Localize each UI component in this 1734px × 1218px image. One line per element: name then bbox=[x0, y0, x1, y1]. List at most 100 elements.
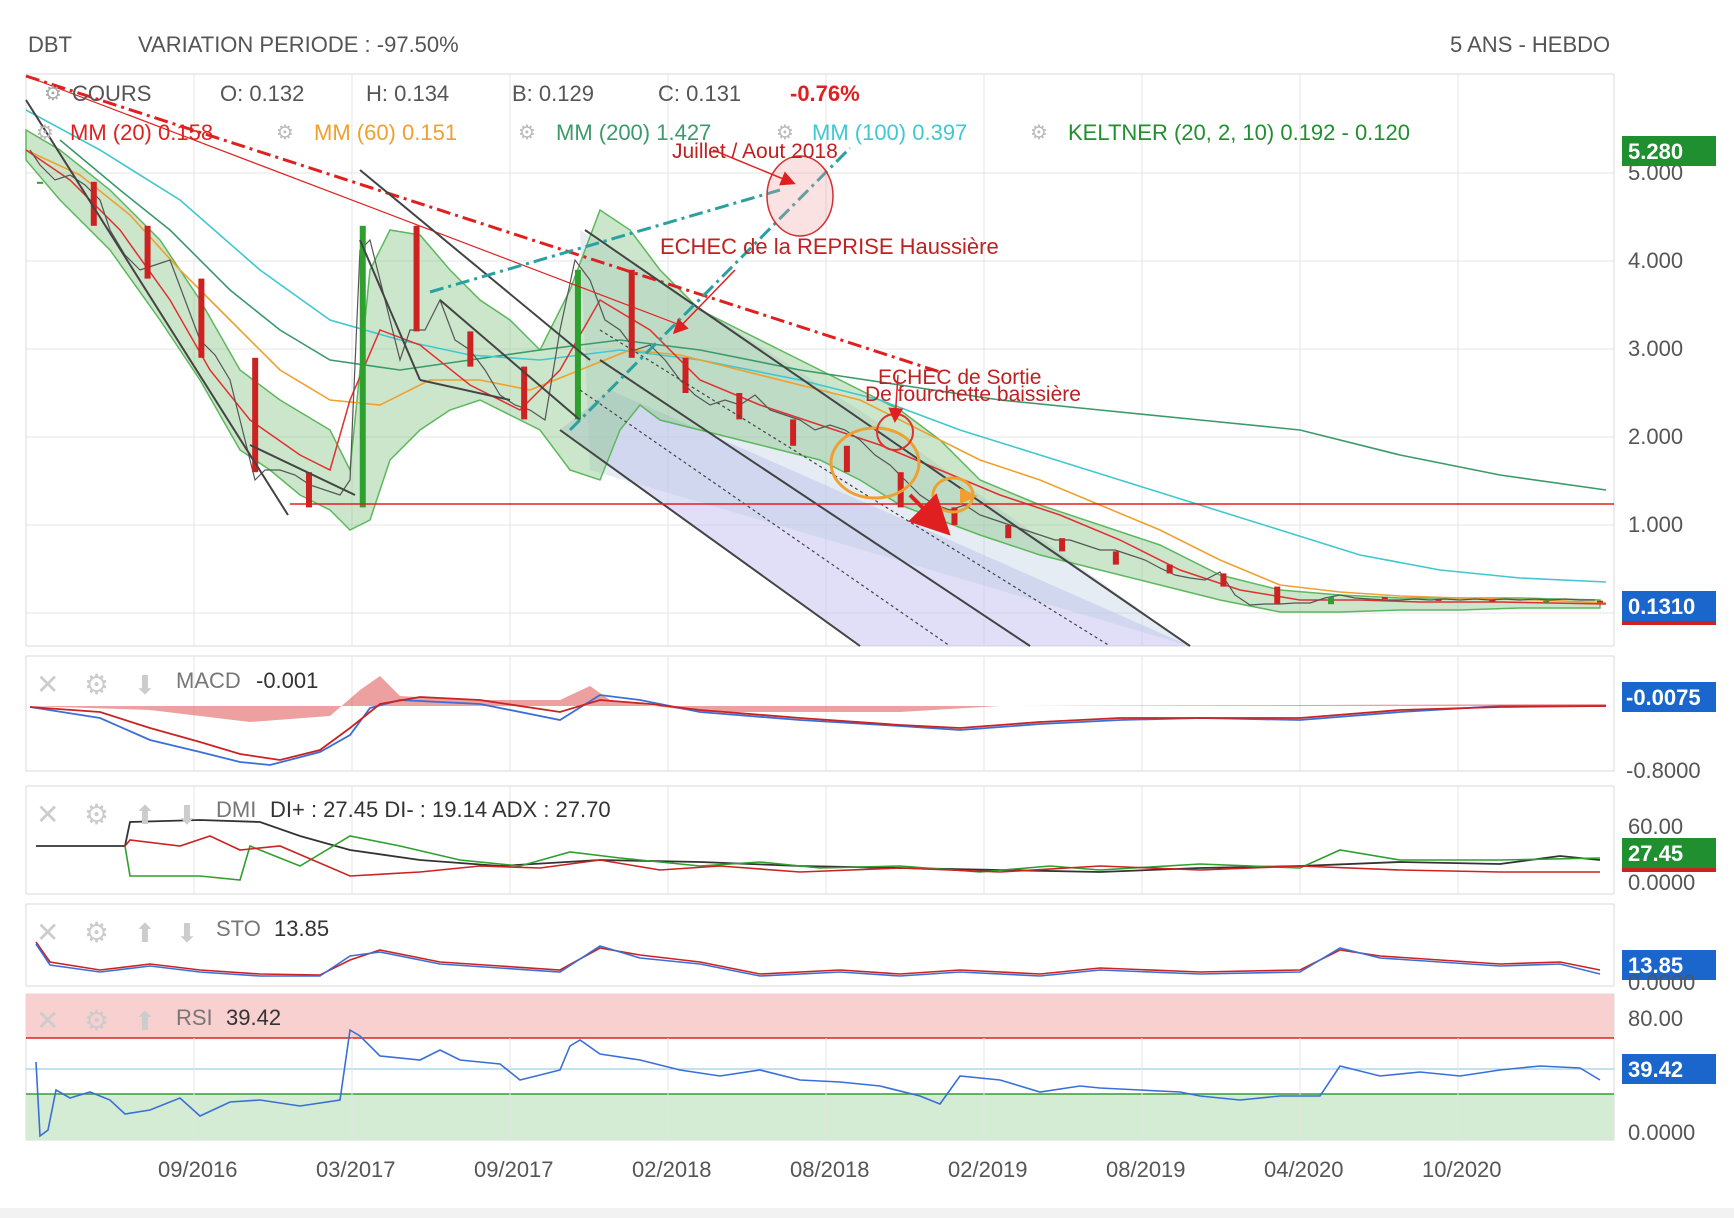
target-ellipse bbox=[766, 155, 834, 237]
macd-signal-line bbox=[29, 696, 1607, 761]
last-price-badge bbox=[1622, 591, 1716, 621]
high-badge-text: 5.280 bbox=[1628, 139, 1683, 164]
chart-header: DBT VARIATION PERIODE : -97.50% 5 ANS - … bbox=[0, 0, 1734, 72]
dmi-axis-high: 60.00 bbox=[1628, 814, 1683, 839]
candle bbox=[1597, 600, 1603, 603]
projection-line-1 bbox=[429, 188, 781, 294]
x-axis: 09/2016 03/2017 09/2017 02/2018 08/2018 … bbox=[158, 1157, 1502, 1182]
x-tick: 02/2019 bbox=[948, 1157, 1028, 1182]
arrow-up-icon[interactable]: ⬆ bbox=[134, 918, 156, 948]
legend-mm200: MM (200) 1.427 bbox=[556, 120, 711, 145]
rsi-line bbox=[35, 1028, 1601, 1138]
gear-icon[interactable]: ⚙ bbox=[84, 669, 109, 700]
annotation-arrow-3 bbox=[888, 374, 904, 423]
trendline-2017-d bbox=[439, 299, 581, 421]
candle bbox=[413, 225, 420, 332]
arrow-down-icon[interactable]: ⬇ bbox=[134, 670, 156, 700]
candle bbox=[37, 181, 43, 184]
mm60-gear-icon[interactable]: ⚙ bbox=[276, 122, 294, 144]
x-tick: 08/2019 bbox=[1106, 1157, 1186, 1182]
close-icon[interactable]: ✕ bbox=[36, 1005, 59, 1036]
candle bbox=[90, 181, 97, 226]
channel-top-line bbox=[584, 229, 1191, 647]
annotation-echec-sortie: ECHEC de Sortie bbox=[878, 366, 1041, 389]
dmi-badge bbox=[1622, 838, 1716, 868]
main-downtrend-line bbox=[25, 74, 941, 374]
gear-icon[interactable]: ⚙ bbox=[44, 83, 62, 105]
breakdown-arrow bbox=[908, 493, 951, 536]
bottom-bar bbox=[0, 1208, 1734, 1218]
close-icon[interactable]: ✕ bbox=[36, 799, 59, 830]
secondary-downtrend-line bbox=[25, 75, 681, 326]
ohlc-legend: ⚙ COURS O: 0.132 H: 0.134 B: 0.129 C: 0.… bbox=[44, 81, 860, 106]
candle bbox=[1489, 599, 1496, 602]
candle bbox=[1274, 586, 1281, 605]
mm200-line bbox=[59, 139, 1607, 491]
arrow-down-icon[interactable]: ⬇ bbox=[176, 800, 198, 830]
legend-mm20: MM (20) 0.158 bbox=[70, 120, 213, 145]
candle bbox=[1435, 598, 1442, 601]
sto-axis-low: 0.0000 bbox=[1628, 970, 1695, 995]
candle bbox=[843, 445, 850, 473]
trendline-2016 bbox=[25, 99, 289, 516]
bearish-channel-fill bbox=[560, 390, 1190, 646]
annotation-arrow-2 bbox=[672, 269, 736, 335]
legend-mm100: MM (100) 0.397 bbox=[812, 120, 967, 145]
channel-dotted-1 bbox=[579, 389, 951, 647]
arrow-up-icon[interactable]: ⬆ bbox=[134, 800, 156, 830]
candle bbox=[1381, 597, 1388, 600]
indicator-legend: ⚙ MM (20) 0.158 ⚙ MM (60) 0.151 ⚙ MM (20… bbox=[36, 120, 1410, 145]
x-tick: 02/2018 bbox=[632, 1157, 712, 1182]
close-icon[interactable]: ✕ bbox=[36, 917, 59, 948]
candle bbox=[359, 225, 366, 508]
sto-badge-text: 13.85 bbox=[1628, 953, 1683, 978]
annotation-echec-reprise: ECHEC de la REPRISE Haussière bbox=[660, 234, 999, 259]
channel-bottom-line bbox=[559, 429, 861, 647]
arrow-down-icon[interactable]: ⬇ bbox=[176, 918, 198, 948]
candle bbox=[1005, 525, 1012, 539]
candle bbox=[1112, 551, 1119, 565]
orange-arrow bbox=[960, 488, 978, 504]
candle bbox=[467, 331, 474, 367]
macd-grid bbox=[193, 656, 1459, 771]
mm100-gear-icon[interactable]: ⚙ bbox=[776, 122, 794, 144]
x-tick: 09/2017 bbox=[474, 1157, 554, 1182]
price-tick-2: 2.000 bbox=[1628, 424, 1683, 449]
dmi-badge-text: 27.45 bbox=[1628, 841, 1683, 866]
candle bbox=[252, 357, 259, 473]
legend-mm60: MM (60) 0.151 bbox=[314, 120, 457, 145]
close-icon[interactable]: ✕ bbox=[36, 669, 59, 700]
gear-icon[interactable]: ⚙ bbox=[84, 917, 109, 948]
trendline-2017-a bbox=[359, 169, 591, 361]
price-panel: Juillet / Aout 2018 ECHEC de la REPRISE … bbox=[25, 73, 1716, 647]
channel-dotted-2 bbox=[599, 329, 1111, 647]
rsi-label: RSI bbox=[176, 1005, 213, 1030]
keltner-gear-icon[interactable]: ⚙ bbox=[1030, 122, 1048, 144]
candle bbox=[682, 357, 689, 393]
price-path bbox=[29, 149, 1595, 606]
last-price-badge-text: 0.1310 bbox=[1628, 594, 1695, 619]
sto-badge bbox=[1622, 950, 1716, 980]
annotation-arrow-1 bbox=[712, 149, 796, 186]
channel-mid-line bbox=[599, 359, 1031, 647]
arrow-up-icon[interactable]: ⬆ bbox=[134, 1006, 156, 1036]
rsi-overbought-zone bbox=[26, 994, 1614, 1038]
price-tick-1: 1.000 bbox=[1628, 512, 1683, 537]
gear-icon[interactable]: ⚙ bbox=[84, 1005, 109, 1036]
sto-line bbox=[35, 943, 1601, 977]
di-minus-line bbox=[124, 835, 1600, 877]
mm200-gear-icon[interactable]: ⚙ bbox=[518, 122, 536, 144]
period-label[interactable]: 5 ANS - HEBDO bbox=[1450, 32, 1611, 57]
sto-panel: ✕ ⚙ ⬆ ⬇ STO 13.85 13.85 0.0000 bbox=[25, 903, 1716, 995]
rsi-oversold-zone bbox=[26, 1094, 1614, 1140]
candle bbox=[574, 269, 581, 420]
rsi-axis-high: 80.00 bbox=[1628, 1006, 1683, 1031]
mm20-gear-icon[interactable]: ⚙ bbox=[36, 122, 54, 144]
rsi-grid bbox=[193, 1038, 1459, 1140]
candle bbox=[521, 366, 528, 420]
di-plus-line bbox=[124, 835, 1601, 881]
gear-icon[interactable]: ⚙ bbox=[84, 799, 109, 830]
macd-value: -0.001 bbox=[256, 668, 318, 693]
variation-label: VARIATION PERIODE : -97.50% bbox=[138, 32, 459, 57]
